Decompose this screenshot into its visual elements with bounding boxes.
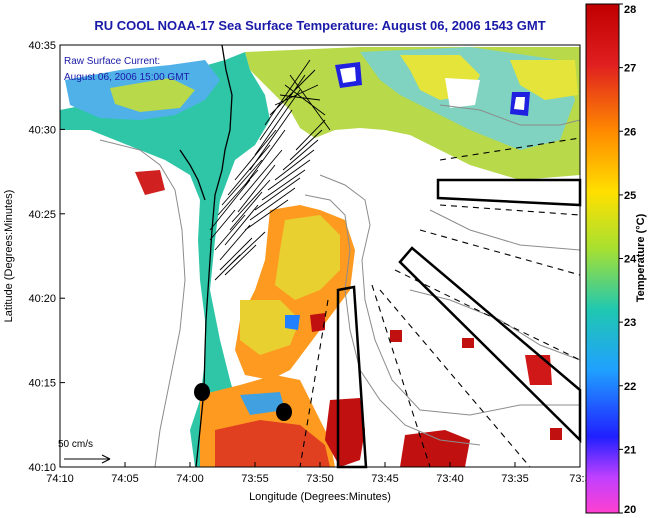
sst-patch-north-yellow-2 bbox=[510, 60, 578, 100]
warm-spot-southeast bbox=[525, 355, 552, 385]
annotation-line-2: August 06, 2006 15:00 GMT bbox=[64, 72, 190, 83]
traffic-lane-4 bbox=[394, 269, 580, 361]
warm-spot-south-2 bbox=[400, 430, 470, 467]
bathymetry-contour-5 bbox=[99, 139, 186, 467]
coastline bbox=[179, 45, 233, 467]
x-axis-ticks: 74:10 74:05 74:00 73:55 73:50 73:45 73:40 73:35… bbox=[46, 462, 591, 485]
traffic-lane-6 bbox=[371, 284, 431, 467]
current-vector-field bbox=[209, 59, 331, 281]
cloud-gap-3 bbox=[514, 97, 525, 110]
traffic-lanes bbox=[299, 137, 580, 467]
traffic-lane-1 bbox=[439, 137, 580, 161]
y-tick-label: 40:35 bbox=[28, 40, 56, 52]
figure-title: RU COOL NOAA-17 Sea Surface Temperature:… bbox=[94, 18, 545, 33]
coastline-inner bbox=[179, 149, 206, 201]
colorbar-label: Temperature (°C) bbox=[635, 213, 647, 302]
warm-spot-5 bbox=[462, 338, 474, 348]
y-axis-ticks: 40:35 40:30 40:25 40:20 40:15 40:10 bbox=[28, 40, 65, 474]
x-tick-label: 73:45 bbox=[371, 473, 399, 485]
y-tick-label: 40:20 bbox=[28, 293, 56, 305]
traffic-lane-2 bbox=[439, 204, 580, 216]
traffic-lane-3 bbox=[419, 229, 580, 276]
warm-spot-6 bbox=[550, 428, 562, 440]
x-tick-label: 73:40 bbox=[436, 473, 464, 485]
traffic-lane-5 bbox=[379, 289, 531, 467]
x-tick-label: 74:00 bbox=[176, 473, 204, 485]
bathymetry-contour-2 bbox=[304, 194, 481, 446]
x-tick-label: 73:3 bbox=[569, 473, 590, 485]
colorbar-tick-label: 28 bbox=[624, 4, 636, 16]
sst-patch-west bbox=[60, 52, 270, 467]
sst-field bbox=[60, 47, 580, 467]
radar-site-2 bbox=[276, 403, 292, 421]
x-tick-label: 74:10 bbox=[46, 473, 74, 485]
colorbar-scale bbox=[585, 3, 620, 514]
colorbar: 28 27 26 25 24 23 22 21 20 Temperature (°C) bbox=[585, 3, 647, 516]
sst-patch-central-yellow bbox=[275, 215, 340, 300]
colorbar-tick-label: 20 bbox=[624, 504, 636, 516]
radar-site-1 bbox=[194, 383, 210, 401]
y-tick-label: 40:10 bbox=[28, 462, 56, 474]
colorbar-tick-label: 22 bbox=[624, 381, 636, 393]
warm-spot-3 bbox=[310, 313, 325, 332]
sst-patch-southwest-red bbox=[215, 420, 330, 467]
colorbar-tick-label: 23 bbox=[624, 317, 636, 329]
colorbar-tick-label: 24 bbox=[624, 254, 637, 266]
bathymetry-contour-1 bbox=[319, 174, 580, 416]
coastline-nj-shore bbox=[195, 45, 233, 467]
x-tick-label: 73:35 bbox=[501, 473, 529, 485]
annotation-line-1: Raw Surface Current: bbox=[64, 56, 160, 67]
y-tick-label: 40:25 bbox=[28, 209, 56, 221]
x-tick-label: 73:50 bbox=[306, 473, 334, 485]
colorbar-ticks: 28 27 26 25 24 23 22 21 20 bbox=[619, 3, 637, 516]
colorbar-tick-label: 25 bbox=[624, 190, 636, 202]
warm-spot-west bbox=[135, 170, 165, 195]
cloud-gap-1 bbox=[445, 78, 480, 108]
sst-patch-central-yellow-2 bbox=[240, 300, 300, 355]
colorbar-tick-label: 26 bbox=[624, 126, 636, 138]
y-tick-label: 40:15 bbox=[28, 378, 56, 390]
y-tick-label: 40:30 bbox=[28, 124, 56, 136]
hf-radar-sites bbox=[194, 383, 292, 421]
scale-arrow bbox=[64, 454, 111, 464]
bathymetry-contour-3 bbox=[429, 209, 580, 251]
scale-label: 50 cm/s bbox=[58, 439, 93, 450]
bathymetry-contours bbox=[99, 104, 580, 467]
x-tick-label: 74:05 bbox=[111, 473, 139, 485]
x-tick-label: 73:55 bbox=[241, 473, 269, 485]
map-plot-area: 74:10 74:05 74:00 73:55 73:50 73:45 73:40 73:35… bbox=[28, 40, 590, 485]
bathymetry-contour-6 bbox=[439, 104, 580, 126]
colorbar-tick-label: 27 bbox=[624, 63, 636, 75]
y-axis-label: Latitude (Degrees:Minutes) bbox=[3, 190, 15, 323]
sst-patch-central-blue bbox=[285, 315, 300, 330]
current-vectors bbox=[209, 59, 331, 281]
sst-patch-southwest-blue bbox=[240, 392, 285, 415]
warm-spot-4 bbox=[390, 330, 402, 342]
x-axis-label: Longitude (Degrees:Minutes) bbox=[249, 491, 391, 503]
cloud-gap-2 bbox=[340, 67, 356, 83]
colorbar-tick-label: 21 bbox=[624, 444, 636, 456]
sst-patch-west-green bbox=[110, 78, 195, 112]
warm-spot-south-1 bbox=[325, 398, 365, 467]
